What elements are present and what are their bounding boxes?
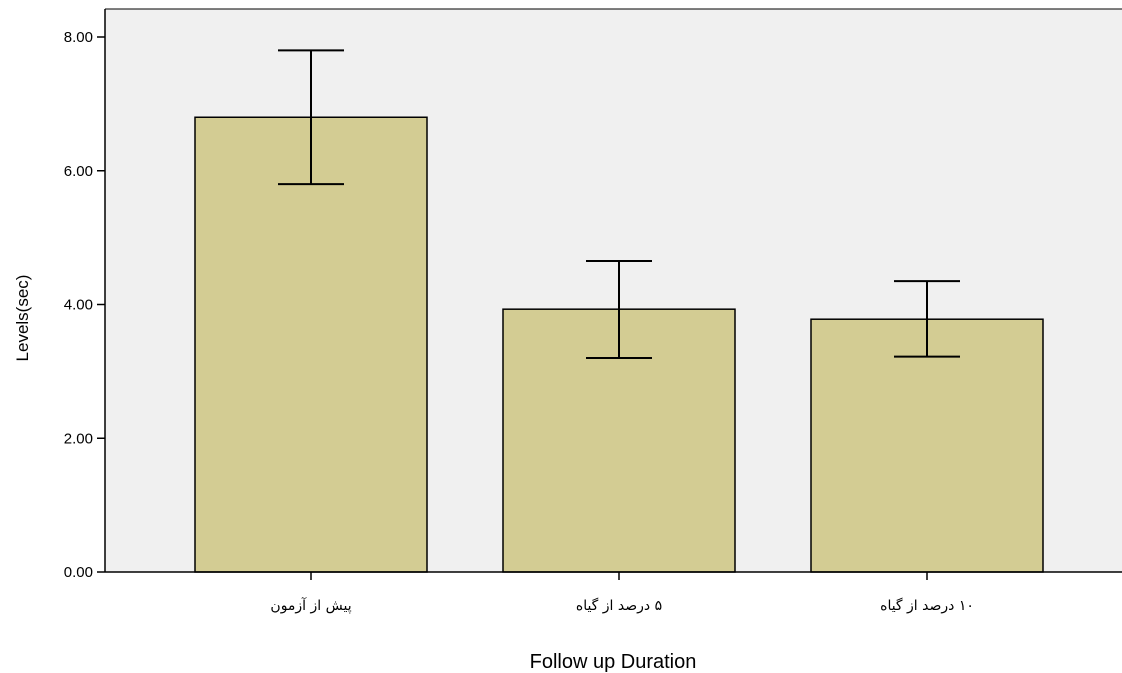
x-tick-label: ۵ درصد از گیاه	[576, 597, 662, 614]
y-tick-label: 0.00	[64, 564, 93, 581]
y-axis-title: Levels(sec)	[13, 275, 32, 362]
x-ticks-layer: پیش از آزمون ۵ درصد از گیاه ۱۰ درصد از گیا…	[270, 572, 974, 614]
bar	[810, 318, 1044, 573]
y-tick-label: 4.00	[64, 297, 93, 314]
y-tick-label: 8.00	[64, 29, 93, 46]
x-axis-title: Follow up Duration	[530, 651, 697, 673]
y-ticks-layer: 0.00 2.00 4.00 6.00 8.00	[64, 29, 105, 581]
bars-layer	[194, 116, 1044, 573]
bar	[194, 116, 428, 573]
y-tick-label: 2.00	[64, 430, 93, 447]
x-tick-label: ۱۰ درصد از گیاه	[880, 597, 974, 614]
y-tick-label: 6.00	[64, 163, 93, 180]
x-tick-label: پیش از آزمون	[270, 597, 351, 614]
error-bars-layer	[278, 49, 960, 359]
